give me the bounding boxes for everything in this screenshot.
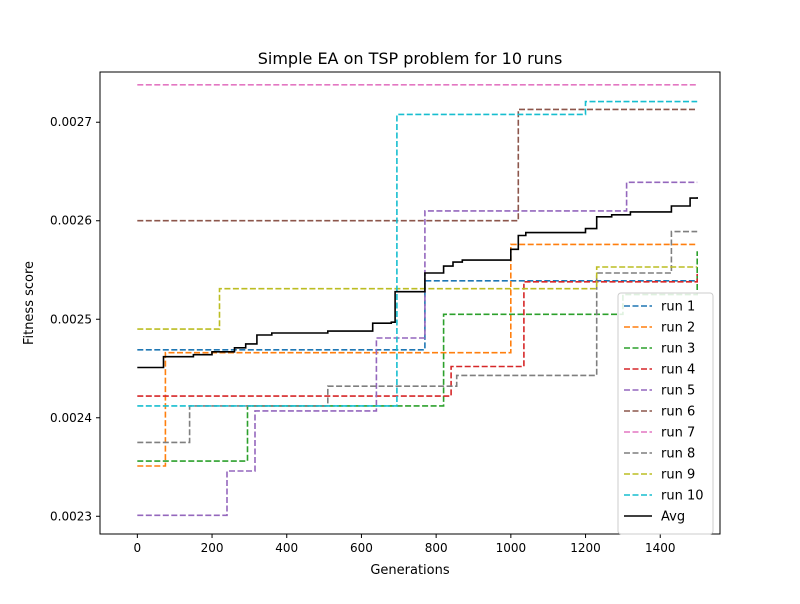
plot-frame — [99, 71, 721, 535]
legend-label: run 3 — [661, 342, 695, 357]
series-layer — [137, 84, 698, 517]
series-line-run-8 — [137, 230, 698, 444]
ticks-layer: 0 200 400 600 800 1000 1200 1400 0.0023 0.0024 0.0… — [50, 115, 676, 555]
legend-label: run 1 — [661, 300, 695, 315]
y-tick-label: 0.0024 — [50, 411, 92, 425]
series-line-run-4 — [137, 273, 698, 397]
legend-label: run 10 — [661, 489, 704, 504]
x-tick-label: 200 — [201, 541, 224, 555]
legend-label: run 4 — [661, 363, 695, 378]
x-tick-label: 0 — [134, 541, 142, 555]
legend-label: run 2 — [661, 321, 695, 336]
x-axis-label: Generations — [370, 563, 450, 578]
series-line-avg — [137, 197, 698, 369]
x-tick-label: 800 — [425, 541, 448, 555]
legend-label: run 7 — [661, 426, 695, 441]
y-tick-label: 0.0025 — [50, 312, 92, 326]
series-line-run-9 — [137, 266, 698, 330]
legend-label: run 6 — [661, 405, 695, 420]
legend-label: run 9 — [661, 468, 695, 483]
series-line-run-2 — [137, 243, 698, 467]
legend: run 1 run 2 run 3 run 4 run 5 run 6 run 7 run 8… — [617, 292, 714, 535]
series-line-run-6 — [137, 108, 698, 222]
x-tick-label: 1000 — [496, 541, 527, 555]
x-tick-label: 400 — [275, 541, 298, 555]
legend-label: Avg — [661, 510, 685, 525]
y-tick-label: 0.0023 — [50, 509, 92, 523]
chart-title: Simple EA on TSP problem for 10 runs — [258, 49, 563, 68]
x-tick-label: 1200 — [570, 541, 601, 555]
x-tick-label: 1400 — [645, 541, 676, 555]
series-line-run-5 — [137, 181, 698, 517]
series-line-run-10 — [137, 100, 698, 407]
legend-label: run 5 — [661, 384, 695, 399]
legend-label: run 8 — [661, 447, 695, 462]
y-tick-label: 0.0026 — [50, 214, 92, 228]
y-tick-label: 0.0027 — [50, 115, 92, 129]
y-axis-label: Fitness score — [22, 261, 37, 345]
x-tick-label: 600 — [350, 541, 373, 555]
